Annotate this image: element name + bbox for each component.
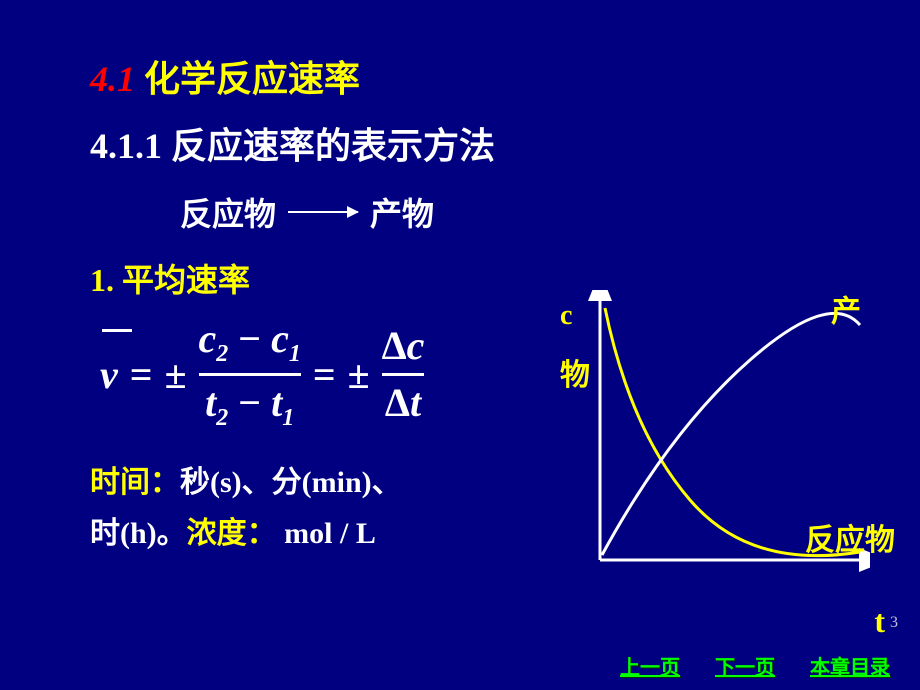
concentration-time-chart: c 物 产 反应物 t bbox=[570, 290, 880, 630]
section-title: 4.1 化学反应速率 bbox=[90, 50, 860, 102]
wu-label: 物 bbox=[560, 350, 590, 394]
prev-page-link[interactable]: 上一页 bbox=[620, 651, 680, 680]
subsection-title: 4.1.1 反应速率的表示方法 bbox=[90, 117, 860, 169]
reactant-text: 反应物 bbox=[180, 189, 276, 235]
fraction-c-t: c2 − c1 t2 − t1 bbox=[199, 316, 301, 432]
next-page-link[interactable]: 下一页 bbox=[715, 651, 775, 680]
product-text: 产物 bbox=[370, 189, 434, 235]
reactant-curve-label: 反应物 bbox=[805, 515, 895, 559]
footer-nav: 上一页 下一页 本章目录 bbox=[620, 651, 890, 680]
toc-link[interactable]: 本章目录 bbox=[810, 651, 890, 680]
fraction-delta: Δc Δt bbox=[382, 323, 425, 426]
time-label: 时间： bbox=[90, 466, 180, 499]
reaction-expression: 反应物 产物 bbox=[180, 189, 860, 235]
concentration-label: 浓度： bbox=[187, 517, 277, 550]
section-number: 4.1 bbox=[90, 59, 135, 99]
v-bar: v bbox=[100, 351, 118, 398]
y-axis-label: c bbox=[560, 300, 572, 332]
page-number: 3 bbox=[890, 614, 898, 632]
arrow-icon bbox=[288, 211, 358, 213]
section-text: 化学反应速率 bbox=[144, 59, 360, 99]
product-curve-label: 产 bbox=[824, 295, 860, 325]
units-note: 时间：秒(s)、分(min)、 时(h)。浓度： mol / L bbox=[90, 457, 570, 559]
x-axis-label: t bbox=[874, 603, 885, 640]
